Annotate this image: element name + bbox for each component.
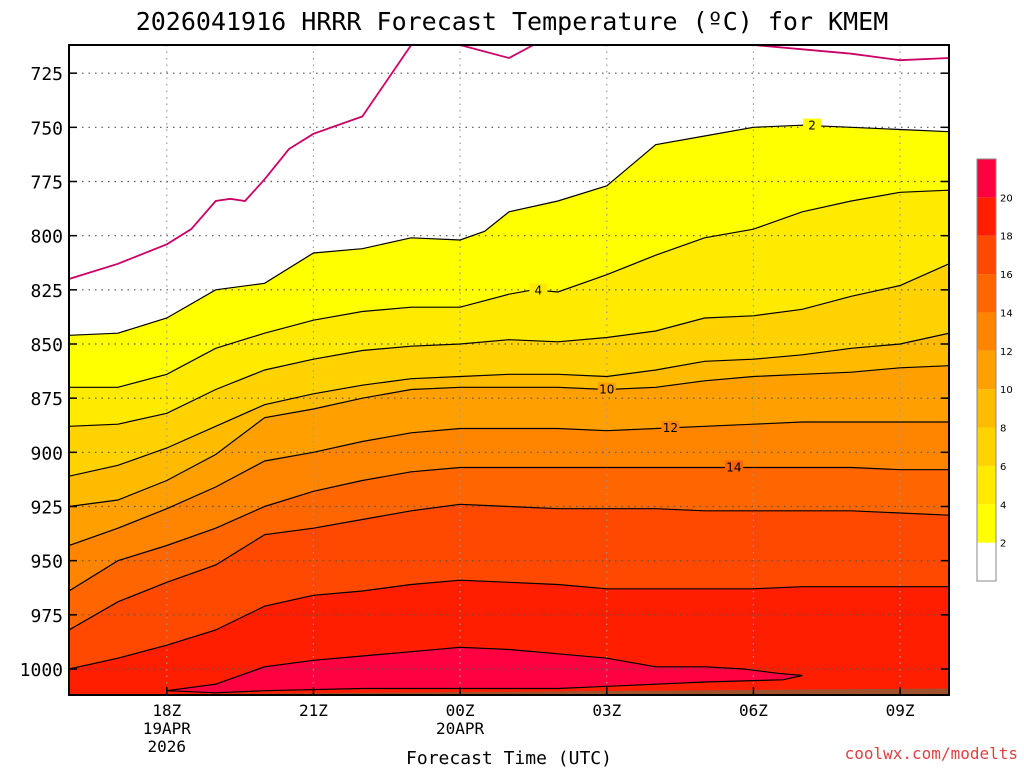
- colorbar-tick-4: 4: [1000, 500, 1006, 511]
- colorbar-segment-16: [977, 235, 996, 275]
- colorbar-segment-18: [977, 197, 996, 236]
- x-tick-label-09Z: 09Z: [886, 701, 915, 720]
- contour-6: [69, 263, 949, 427]
- colorbar: 2 4 6 8 10 12 14 16 18 20: [976, 158, 1013, 582]
- colorbar-tick-6: 6: [1000, 462, 1006, 473]
- colorbar-frame: [976, 158, 997, 582]
- contour-label-10: 10: [599, 383, 614, 397]
- x-axis-label: Forecast Time (UTC): [406, 748, 612, 768]
- y-tick-label-875: 875: [30, 389, 63, 410]
- y-tick-label-850: 850: [30, 335, 63, 356]
- colorbar-tick-8: 8: [1000, 424, 1006, 435]
- colorbar-tick-20: 20: [1000, 193, 1013, 204]
- y-tick-label-825: 825: [30, 281, 63, 302]
- colorbar-segment-12: [977, 312, 996, 351]
- contour-18: [69, 579, 949, 670]
- x-tick-label-21Z: 21Z: [299, 701, 328, 720]
- colorbar-tick-2: 2: [1000, 539, 1006, 550]
- contour-lines: 2 4 10 12 14: [69, 45, 949, 694]
- contour-label-bg-4: [529, 283, 548, 298]
- colorbar-tick-18: 18: [1000, 232, 1013, 243]
- y-tick-label-800: 800: [30, 227, 63, 248]
- contour-8: [69, 332, 949, 477]
- contour-label-bg-14: [724, 460, 743, 475]
- chart-title: 2026041916 HRRR Forecast Temperature (ºC…: [136, 7, 889, 36]
- grid-lines: [69, 45, 949, 695]
- x-tick-label-06Z: 06Z: [739, 701, 768, 720]
- y-axis: 725 750 775 800 825 850 875 900 925 950 975 1000: [20, 64, 949, 681]
- contour-10: [69, 365, 949, 508]
- y-tick-label-950: 950: [30, 552, 63, 573]
- colorbar-tick-12: 12: [1000, 347, 1013, 358]
- surface-ground: [69, 688, 949, 695]
- contour-label-12: 12: [663, 421, 678, 435]
- y-tick-label-725: 725: [30, 64, 63, 85]
- contour-label-bg-12: [661, 420, 680, 435]
- contour-4: [69, 189, 949, 388]
- contour-2: [69, 124, 949, 336]
- x-tick-label-20APR: 20APR: [436, 719, 485, 738]
- y-tick-label-750: 750: [30, 118, 63, 139]
- x-tick-label-00Z: 00Z: [446, 701, 475, 720]
- contour-label-bg-2: [803, 118, 822, 133]
- y-tick-label-975: 975: [30, 606, 63, 627]
- colorbar-segment-20: [977, 159, 996, 198]
- colorbar-segment-0: [977, 542, 996, 581]
- contour-label-14: 14: [726, 461, 741, 475]
- contour-12: [69, 421, 949, 547]
- colorbar-segment-6: [977, 427, 996, 466]
- band-20: [166, 647, 803, 693]
- contour-16: [69, 503, 949, 631]
- x-tick-label-2026: 2026: [148, 737, 187, 756]
- contour-0: [69, 45, 949, 280]
- y-tick-label-775: 775: [30, 173, 63, 194]
- colorbar-segment-2: [977, 504, 996, 543]
- colorbar-segment-14: [977, 274, 996, 313]
- colorbar-segment-8: [977, 389, 996, 428]
- colorbar-tick-16: 16: [1000, 270, 1013, 281]
- contour-label-2: 2: [808, 119, 816, 133]
- colorbar-segment-4: [977, 465, 996, 505]
- x-tick-label-03Z: 03Z: [592, 701, 621, 720]
- credit-text[interactable]: coolwx.com/modelts: [845, 744, 1018, 763]
- colorbar-segment-10: [977, 350, 996, 390]
- y-tick-label-1000: 1000: [20, 660, 63, 681]
- plot-area: [69, 45, 949, 695]
- contour-label-4: 4: [535, 283, 543, 297]
- contour-14: [69, 466, 949, 592]
- y-tick-label-900: 900: [30, 443, 63, 464]
- colorbar-tick-14: 14: [1000, 308, 1013, 319]
- y-tick-label-925: 925: [30, 498, 63, 519]
- colorbar-tick-10: 10: [1000, 385, 1013, 396]
- plot-frame: [68, 44, 950, 696]
- x-tick-label-19APR: 19APR: [143, 719, 192, 738]
- contour-label-bg-10: [597, 382, 616, 397]
- x-tick-label-18Z: 18Z: [152, 701, 181, 720]
